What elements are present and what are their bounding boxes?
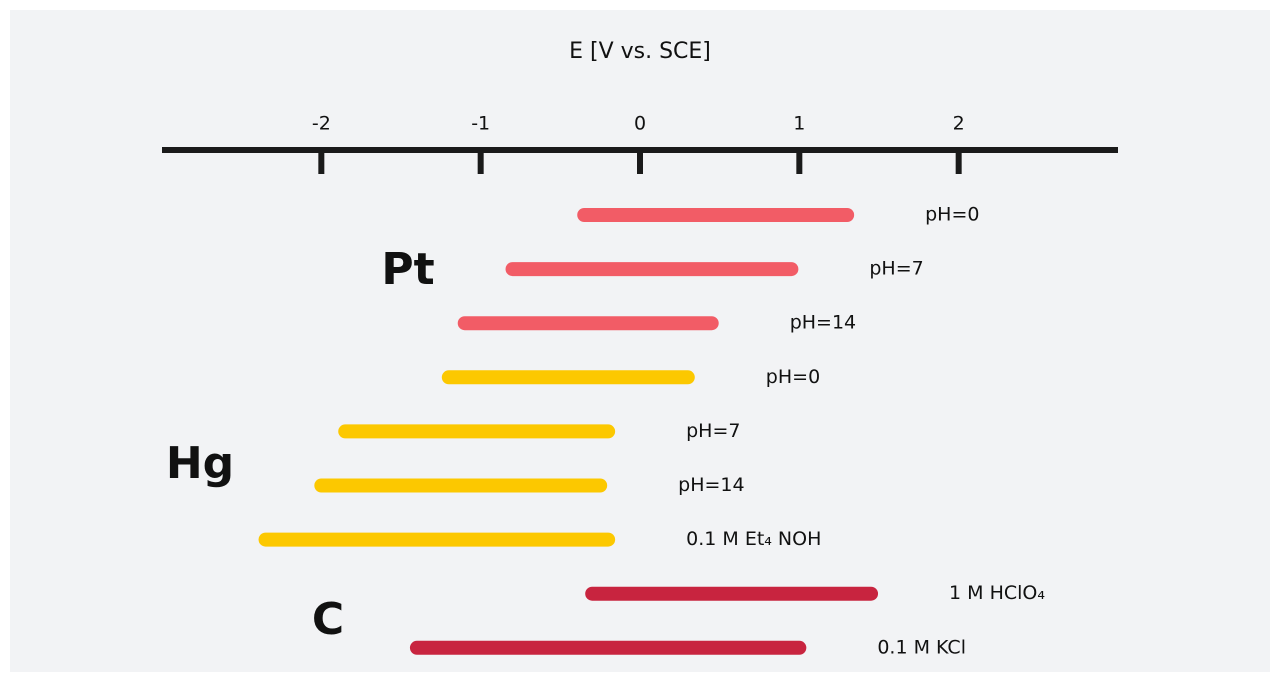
bar-label: pH=7 [686,420,740,442]
x-tick-label: 0 [634,113,646,135]
x-tick-label: -2 [312,113,331,135]
bar-label: pH=7 [869,258,923,280]
bar-label: 0.1 M KCl [877,636,966,658]
bar-label: 1 M HClO₄ [949,582,1045,604]
x-tick-label: 2 [953,113,965,135]
bar-label: pH=14 [678,474,744,496]
chart-title: E [V vs. SCE] [569,39,711,64]
bar-label: pH=0 [766,366,820,388]
panel [10,10,1270,672]
x-tick-label: 1 [793,113,805,135]
bar-label: 0.1 M Et₄ NOH [686,528,821,550]
group-label: Hg [166,438,234,489]
group-label: Pt [381,244,434,295]
bar-label: pH=0 [925,204,979,226]
x-tick-label: -1 [471,113,490,135]
bar-label: pH=14 [790,312,856,334]
group-label: C [312,594,344,645]
